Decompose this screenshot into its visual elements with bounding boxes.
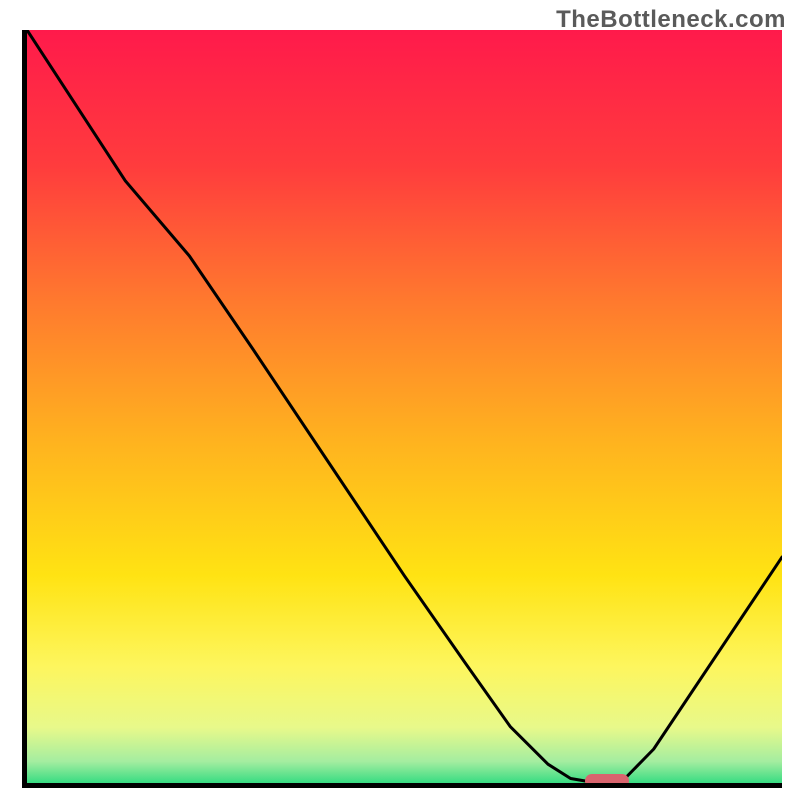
x-axis	[22, 783, 782, 788]
bottleneck-chart: TheBottleneck.com	[0, 0, 800, 800]
y-axis	[22, 30, 27, 788]
bottleneck-curve	[27, 30, 782, 783]
plot-area	[22, 30, 782, 788]
curve-layer	[22, 30, 782, 788]
